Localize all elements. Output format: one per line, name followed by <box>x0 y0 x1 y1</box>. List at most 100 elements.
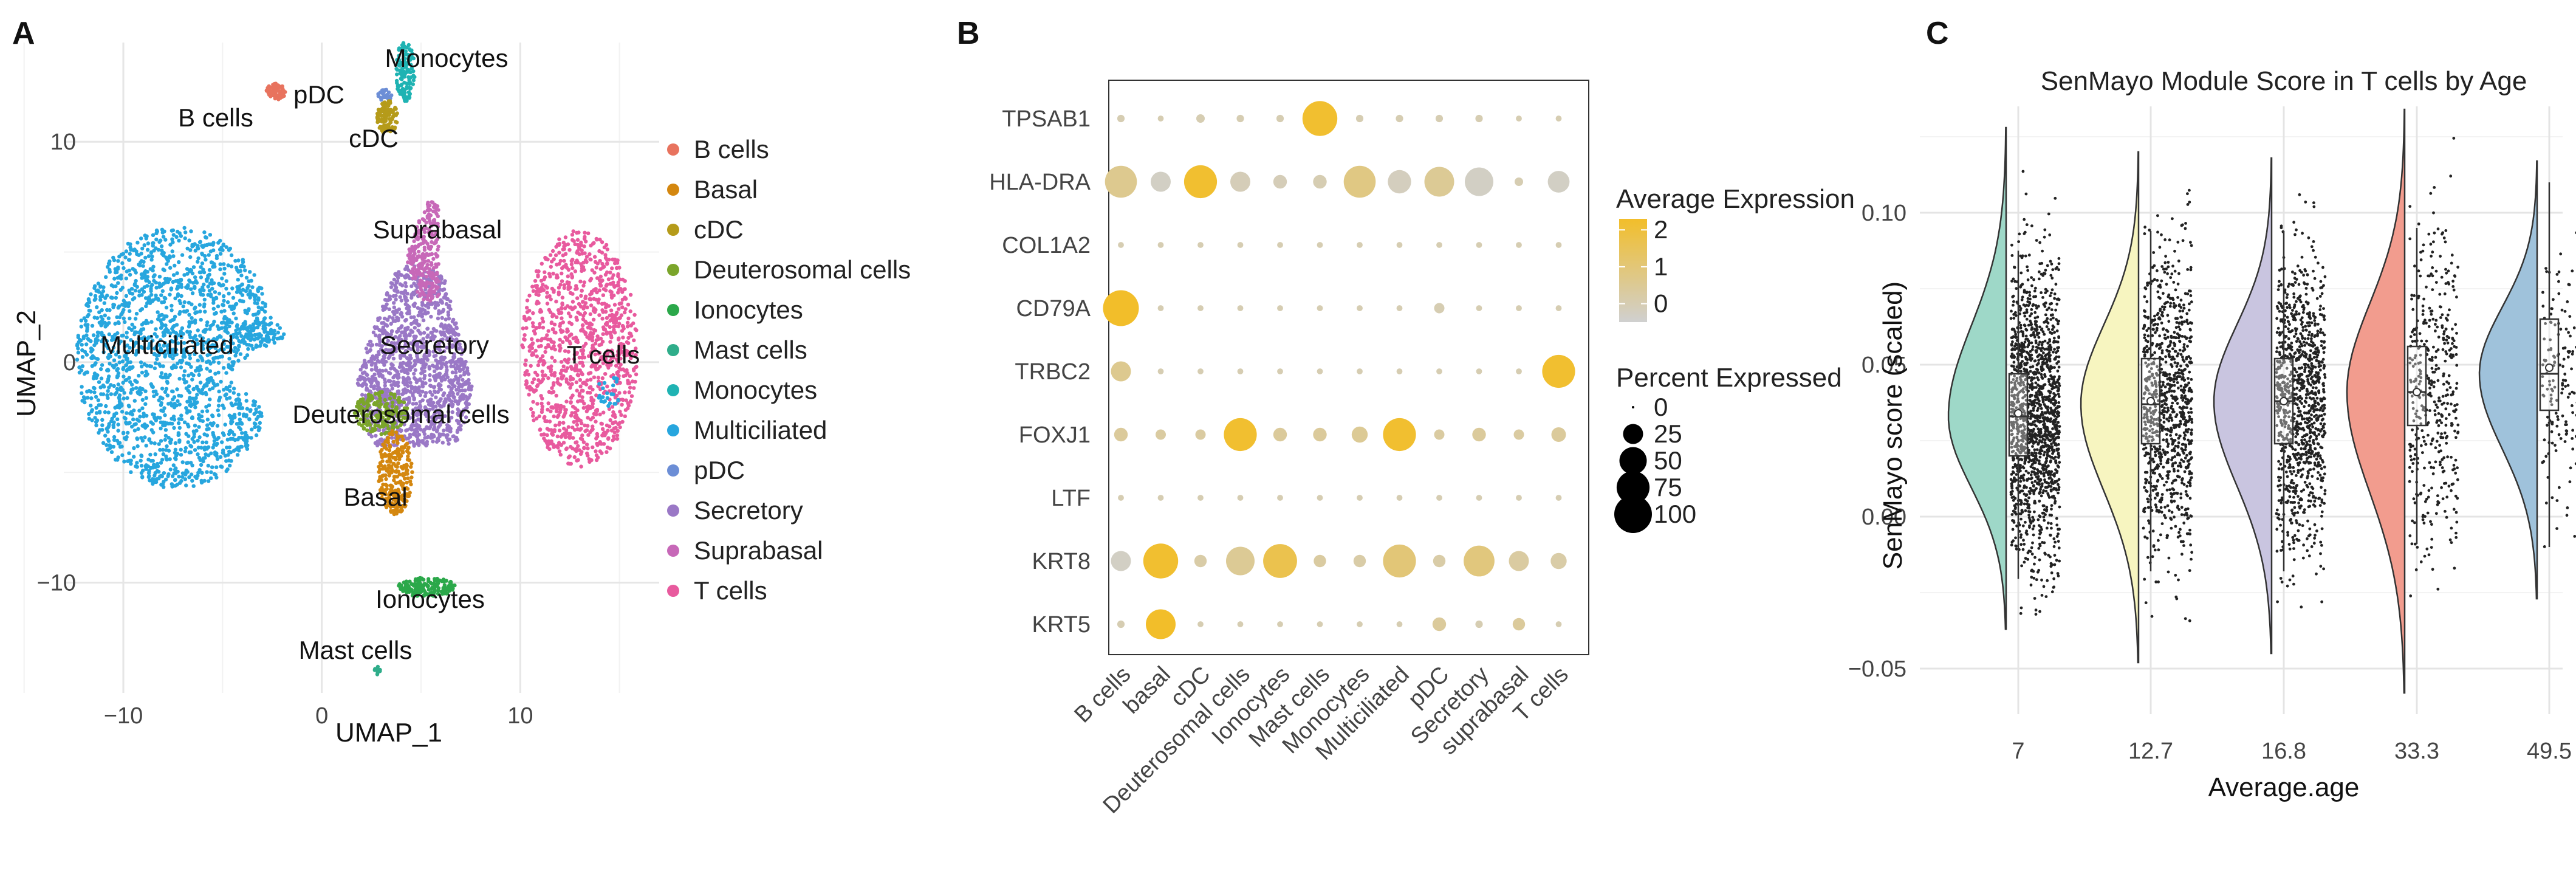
box-mean <box>2413 388 2421 396</box>
dot <box>1194 554 1207 568</box>
dot <box>1555 621 1562 627</box>
box <box>2406 345 2427 427</box>
dot <box>1196 114 1205 123</box>
dot <box>1476 305 1482 311</box>
umap-legend-label: Multiciliated <box>694 416 827 444</box>
dot <box>1555 305 1562 311</box>
dot <box>1476 368 1482 374</box>
umap-label-suprabasal: Suprabasal <box>373 215 502 244</box>
dot <box>1224 418 1257 452</box>
gene-label: KRT5 <box>1032 612 1091 638</box>
umap-legend-item: cDC <box>667 215 744 244</box>
dot <box>1237 368 1244 374</box>
dot <box>1432 617 1447 632</box>
gene-label: LTF <box>1051 486 1091 511</box>
violin-group-16.8 <box>2213 157 2327 655</box>
percent-legend-label: 25 <box>1654 419 1682 448</box>
umap-legend-swatch <box>667 344 679 356</box>
violin-y-tick-label: −0.05 <box>1848 656 1906 682</box>
umap-y-tick-label: −10 <box>37 571 76 596</box>
dot <box>1516 495 1522 501</box>
violin-half <box>1947 126 2007 630</box>
dot <box>1357 305 1363 311</box>
expression-legend-tick: 1 <box>1654 252 1668 281</box>
dot <box>1396 305 1403 311</box>
umap-legend-item: Mast cells <box>667 336 807 364</box>
gene-label: FOXJ1 <box>1019 422 1091 448</box>
dot <box>1317 368 1323 374</box>
dot <box>1351 426 1368 443</box>
dot <box>1434 303 1445 314</box>
umap-cell-points <box>75 41 639 676</box>
celltype-label: basal <box>1118 662 1176 719</box>
dot <box>1118 495 1124 501</box>
dot <box>1314 554 1326 568</box>
violin-x-tick-label: 16.8 <box>2261 738 2306 764</box>
umap-legend-label: cDC <box>694 215 744 244</box>
gene-label: HLA-DRA <box>989 170 1091 195</box>
percent-legend-title: Percent Expressed <box>1616 363 1842 393</box>
dot <box>1277 368 1283 374</box>
percent-legend-label: 0 <box>1654 393 1668 421</box>
umap-cluster-ionocytes <box>397 576 457 598</box>
percent-legend-dot <box>1616 470 1650 504</box>
dot <box>1343 165 1376 198</box>
dot <box>1317 242 1323 248</box>
violin-x-axis-title: Average.age <box>2208 773 2360 802</box>
violin-group-7 <box>1947 126 2061 630</box>
umap-y-tick-label: 10 <box>50 129 76 155</box>
dot <box>1555 115 1562 122</box>
dotplot-gene-labels: TPSAB1 HLA-DRA COL1A2 CD79A TRBC2 FOXJ1 LTF KRT… <box>989 106 1091 638</box>
umap-cluster-monocytes <box>394 41 417 103</box>
dot <box>1317 621 1323 627</box>
dot <box>1277 242 1283 248</box>
umap-cluster-cdc <box>375 99 399 134</box>
dot <box>1237 242 1244 248</box>
dot <box>1472 427 1486 442</box>
umap-legend-swatch <box>667 304 679 316</box>
dot <box>1197 368 1204 374</box>
umap-legend-label: Basal <box>694 175 758 204</box>
umap-x-tick-label: −10 <box>104 703 143 729</box>
dot <box>1435 114 1444 123</box>
percent-legend-label: 75 <box>1654 473 1682 501</box>
dot <box>1383 544 1416 578</box>
umap-cluster-basal <box>377 429 414 517</box>
percent-legend-item: 0 <box>1632 393 1668 421</box>
dot <box>1555 495 1562 501</box>
umap-legend-swatch <box>667 264 679 276</box>
dot <box>1550 553 1567 570</box>
dot <box>1157 368 1164 374</box>
box-mean <box>2014 409 2023 418</box>
dot <box>1516 368 1522 374</box>
umap-label-cdc: cDC <box>349 124 399 153</box>
dot <box>1226 546 1255 576</box>
dot <box>1436 368 1442 374</box>
violin-chart-title: SenMayo Module Score in T cells by Age <box>2041 66 2527 96</box>
umap-legend-swatch <box>667 424 679 436</box>
umap-legend-item: Secretory <box>667 496 803 525</box>
umap-cluster-multiciliated <box>75 225 276 489</box>
umap-label-multiciliated: Multiciliated <box>100 331 233 359</box>
umap-legend-swatch <box>667 464 679 477</box>
dot <box>1117 114 1125 123</box>
umap-legend-label: B cells <box>694 135 769 164</box>
umap-legend-item: T cells <box>667 576 767 605</box>
percent-legend-dot <box>1632 406 1634 408</box>
dot <box>1396 495 1403 501</box>
umap-legend-label: T cells <box>694 576 767 605</box>
umap-legend-label: Deuterosomal cells <box>694 255 911 284</box>
umap-label-secretory: Secretory <box>380 331 489 359</box>
dot <box>1263 544 1297 578</box>
dot <box>1516 242 1522 248</box>
umap-legend-item: Ionocytes <box>667 295 803 324</box>
dot <box>1353 554 1366 568</box>
percent-legend-dot <box>1614 495 1652 533</box>
umap-legend-item: pDC <box>667 456 745 484</box>
umap-legend-swatch <box>667 504 679 517</box>
dot <box>1237 621 1244 627</box>
dot <box>1424 167 1454 197</box>
violin-half <box>2346 108 2406 694</box>
